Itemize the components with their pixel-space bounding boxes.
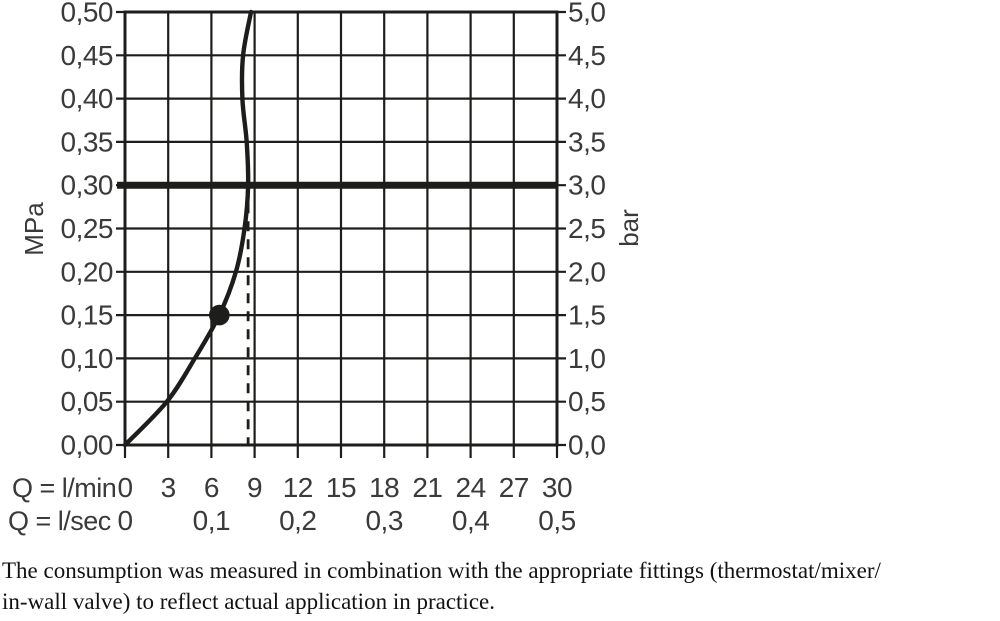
y-left-tick-label: 0,30 [61,170,114,201]
x-lsec-tick-label: 0,1 [193,505,230,536]
pressure-flow-diagram: 0,50 0,45 0,40 0,35 0,30 0,25 0,20 0,15 0,10 0,05… [8,0,644,536]
y-right-tick-label: 5,0 [568,0,605,28]
y-right-tick-label: 0,0 [568,430,605,461]
x-lmin-tick-label: 30 [542,472,572,503]
flow-curve [122,9,254,448]
y-right-tick-label: 3,5 [568,126,605,157]
y-left-tick-label: 0,45 [61,40,114,71]
y-right-unit-label: bar [614,209,644,247]
y-left-unit-label: MPa [19,202,49,256]
y-right-tick-label: 2,5 [568,213,605,244]
y-right-tick-label: 3,0 [568,170,605,201]
x-lmin-tick-label: 12 [283,472,313,503]
x-lmin-tick-label: 6 [204,472,219,503]
y-left-tick-label: 0,40 [61,83,114,114]
caption-line2: in-wall valve) to reflect actual applica… [2,589,495,614]
y-right-tick-label: 0,5 [568,386,605,417]
x-lmin-tick-label: 21 [412,472,442,503]
x-lmin-tick-label: 9 [247,472,262,503]
x-lsec-tick-label: 0,5 [538,505,575,536]
plot-frame [123,10,559,447]
y-left-tick-label: 0,10 [61,343,114,374]
x-lmin-tick-label: 3 [161,472,176,503]
x-axis-lmin-label: Q = l/min [12,473,116,503]
x-lsec-tick-label: 0,3 [365,505,402,536]
y-right-tick-label: 4,5 [568,40,605,71]
y-left-tick-label: 0,15 [61,300,114,331]
y-right-tick-label: 1,0 [568,343,605,374]
y-left-tick-label: 0,00 [61,430,114,461]
caption-line1: The consumption was measured in combinat… [2,558,881,583]
x-lmin-tick-label: 27 [499,472,529,503]
x-lsec-tick-label: 0,2 [279,505,316,536]
x-lmin-tick-label: 18 [369,472,399,503]
y-left-tick-label: 0,35 [61,126,114,157]
x-lsec-tick-label: 0,4 [452,505,489,536]
y-right-tick-label: 4,0 [568,83,605,114]
pressure-flow-chart: 0,500,450,400,350,300,250,200,150,100,05… [8,0,644,536]
x-lmin-tick-label: 15 [326,472,356,503]
y-left-tick-label: 0,20 [61,256,114,287]
x-lmin-tick-label: 0 [117,472,132,503]
y-left-tick-label: 0,05 [61,386,114,417]
y-left-tick-label: 0,50 [61,0,114,28]
y-left-tick-label: 0,25 [61,213,114,244]
y-right-tick-label: 2,0 [568,256,605,287]
x-axis-lsec-label: Q = l/sec [8,506,111,536]
x-lsec-tick-label: 0 [117,505,132,536]
caption: The consumption was measured in combinat… [2,555,1000,617]
x-lmin-tick-label: 24 [456,472,486,503]
y-right-tick-label: 1,5 [568,300,605,331]
chart-generated-content: 0,500,450,400,350,300,250,200,150,100,05… [61,0,606,536]
operating-point-marker [209,304,230,326]
